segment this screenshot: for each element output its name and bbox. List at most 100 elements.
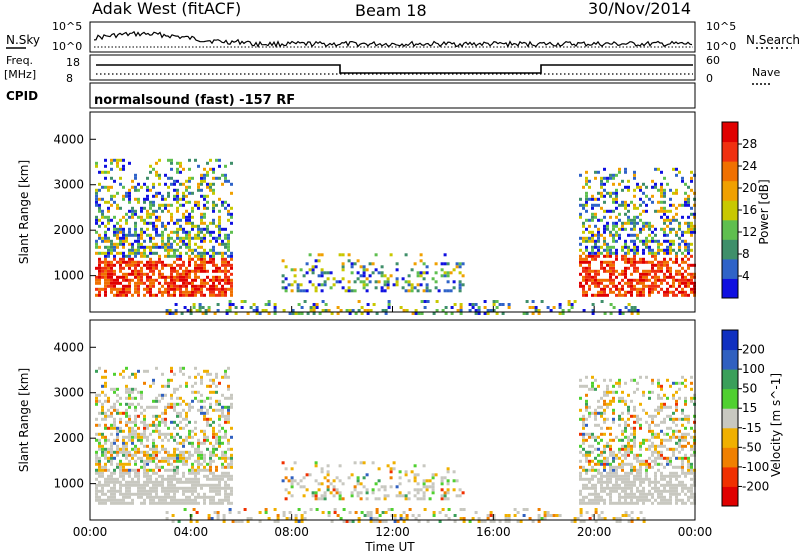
heatmap-cell (146, 290, 149, 294)
heatmap-cell (657, 167, 660, 171)
heatmap-cell (528, 306, 532, 309)
heatmap-cell (582, 251, 585, 255)
heatmap-cell (401, 286, 405, 290)
power-colorbar-swatch (722, 239, 738, 260)
heatmap-cell (434, 473, 438, 477)
heatmap-cell (267, 303, 271, 306)
heatmap-cell (585, 468, 588, 472)
heatmap-cell (119, 218, 122, 222)
heatmap-cell (155, 230, 158, 234)
heatmap-cell (642, 257, 645, 261)
heatmap-cell (197, 453, 200, 457)
heatmap-cell (413, 262, 417, 266)
heatmap-cell (672, 447, 675, 451)
heatmap-cell (377, 271, 381, 275)
heatmap-cell (128, 492, 131, 496)
heatmap-cell (654, 251, 657, 255)
heatmap-cell (369, 520, 373, 523)
heatmap-cell (104, 411, 107, 415)
heatmap-cell (618, 477, 621, 481)
heatmap-cell (603, 242, 606, 246)
heatmap-cell (687, 203, 690, 207)
heatmap-cell (152, 450, 155, 454)
heatmap-cell (155, 260, 158, 264)
heatmap-cell (678, 483, 681, 487)
heatmap-cell (116, 438, 119, 442)
heatmap-cell (690, 387, 693, 391)
heatmap-cell (666, 290, 669, 294)
heatmap-cell (416, 473, 420, 477)
heatmap-cell (128, 402, 131, 406)
heatmap-cell (675, 429, 678, 433)
heatmap-cell (663, 501, 666, 505)
heatmap-cell (155, 444, 158, 448)
heatmap-cell (158, 480, 161, 484)
heatmap-cell (681, 239, 684, 243)
heatmap-cell (546, 511, 550, 514)
heatmap-cell (173, 465, 176, 469)
heatmap-cell (612, 200, 615, 204)
heatmap-cell (450, 306, 454, 309)
heatmap-cell (672, 293, 675, 297)
heatmap-cell (657, 486, 660, 490)
heatmap-cell (675, 188, 678, 192)
heatmap-cell (654, 284, 657, 288)
heatmap-cell (167, 438, 170, 442)
heatmap-cell (230, 278, 233, 282)
heatmap-cell (110, 459, 113, 463)
heatmap-cell (311, 283, 315, 287)
heatmap-cell (603, 390, 606, 394)
heatmap-cell (230, 182, 233, 186)
heatmap-cell (104, 417, 107, 421)
heatmap-cell (398, 491, 402, 495)
heatmap-cell (639, 197, 642, 201)
heatmap-cell (678, 396, 681, 400)
heatmap-cell (146, 209, 149, 213)
heatmap-cell (347, 286, 351, 290)
heatmap-cell (672, 227, 675, 231)
heatmap-cell (293, 274, 297, 278)
heatmap-cell (194, 483, 197, 487)
heatmap-cell (666, 293, 669, 297)
heatmap-cell (663, 489, 666, 493)
heatmap-cell (675, 254, 678, 258)
heatmap-cell (651, 194, 654, 198)
heatmap-cell (240, 520, 244, 523)
heatmap-cell (155, 399, 158, 403)
heatmap-cell (645, 447, 648, 451)
heatmap-cell (134, 227, 137, 231)
heatmap-cell (122, 477, 125, 481)
heatmap-cell (681, 290, 684, 294)
heatmap-cell (98, 287, 101, 291)
heatmap-cell (621, 272, 624, 276)
heatmap-cell (603, 284, 606, 288)
heatmap-cell (206, 230, 209, 234)
heatmap-cell (606, 390, 609, 394)
heatmap-cell (417, 312, 421, 315)
heatmap-cell (687, 284, 690, 288)
heatmap-cell (449, 271, 453, 275)
heatmap-cell (443, 274, 447, 278)
heatmap-cell (678, 281, 681, 285)
heatmap-cell (107, 185, 110, 189)
heatmap-cell (434, 271, 438, 275)
heatmap-cell (158, 432, 161, 436)
heatmap-cell (140, 227, 143, 231)
heatmap-cell (173, 281, 176, 285)
velocity-colorbar-tick-label: 15 (742, 401, 757, 415)
heatmap-cell (582, 221, 585, 225)
heatmap-cell (305, 262, 309, 266)
heatmap-cell (209, 489, 212, 493)
heatmap-cell (185, 489, 188, 493)
heatmap-cell (618, 293, 621, 297)
heatmap-cell (203, 176, 206, 180)
heatmap-cell (113, 263, 116, 267)
power-colorbar-label: Power [dB] (757, 179, 771, 244)
power-heatmap-cells (95, 158, 696, 315)
heatmap-cell (552, 306, 556, 309)
heatmap-cell (627, 281, 630, 285)
heatmap-cell (341, 265, 345, 269)
heatmap-cell (579, 432, 582, 436)
heatmap-cell (107, 495, 110, 499)
heatmap-cell (431, 485, 435, 489)
